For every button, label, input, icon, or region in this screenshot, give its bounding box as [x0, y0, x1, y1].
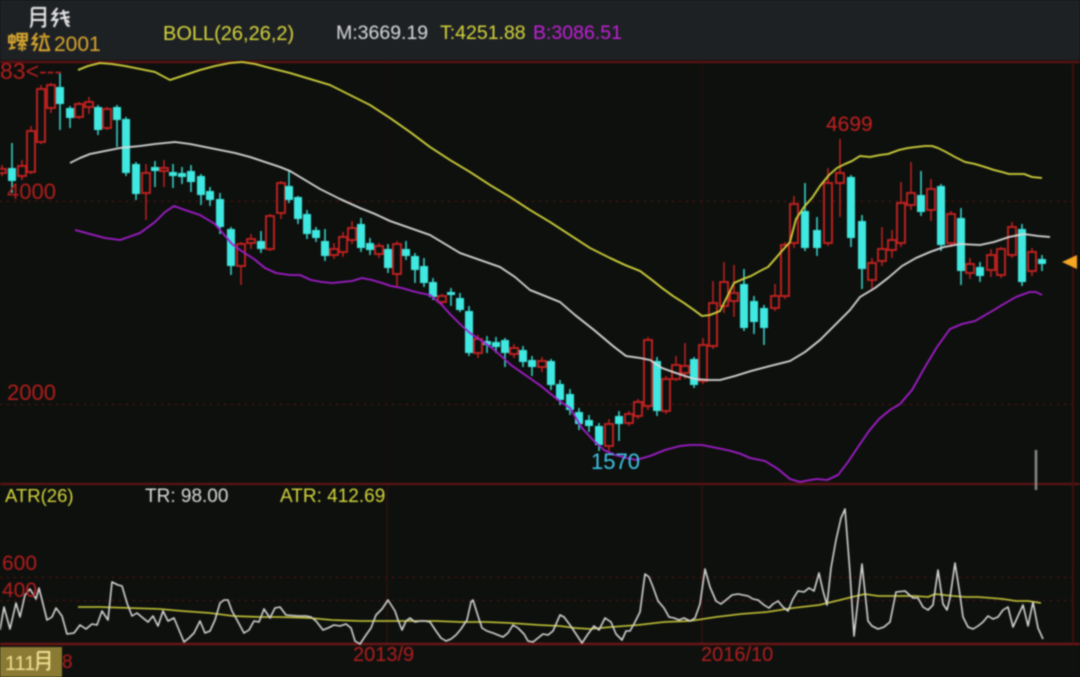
svg-text:4000: 4000 — [7, 179, 56, 204]
svg-text:2013/9: 2013/9 — [353, 644, 414, 666]
svg-text:ATR(26): ATR(26) — [5, 485, 74, 506]
svg-text:600: 600 — [2, 552, 37, 575]
svg-text:83<---: 83<--- — [0, 58, 62, 84]
svg-text:2016/10: 2016/10 — [701, 644, 773, 666]
svg-text:M:3669.19: M:3669.19 — [336, 22, 428, 44]
svg-text:B:3086.51: B:3086.51 — [533, 22, 622, 44]
svg-text:400: 400 — [2, 579, 37, 602]
svg-text:T:4251.88: T:4251.88 — [440, 22, 526, 44]
svg-text:4699: 4699 — [826, 113, 873, 136]
svg-text:BOLL(26,26,2): BOLL(26,26,2) — [163, 23, 294, 45]
svg-text:8: 8 — [62, 652, 73, 673]
svg-text:1570: 1570 — [591, 449, 640, 474]
svg-text:ATR: 412.69: ATR: 412.69 — [280, 486, 385, 507]
svg-text:2001: 2001 — [54, 33, 101, 56]
svg-text:111: 111 — [5, 653, 35, 675]
svg-text:TR: 98.00: TR: 98.00 — [145, 486, 228, 507]
svg-text:2000: 2000 — [7, 380, 56, 405]
